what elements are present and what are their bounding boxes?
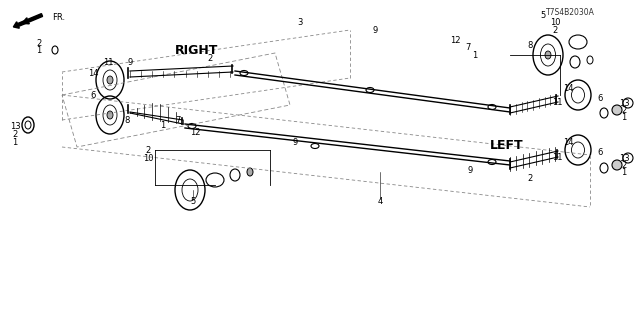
Ellipse shape [107, 111, 113, 119]
Text: 9: 9 [292, 138, 298, 147]
Text: 14: 14 [563, 84, 573, 92]
Text: 5: 5 [190, 197, 196, 206]
Text: 9: 9 [467, 165, 472, 174]
Text: 14: 14 [88, 68, 99, 77]
Text: 2: 2 [552, 26, 557, 35]
Circle shape [612, 160, 622, 170]
Text: 7: 7 [175, 116, 180, 124]
Text: RIGHT: RIGHT [175, 44, 218, 57]
Text: 2: 2 [36, 38, 42, 47]
Text: 11: 11 [552, 153, 563, 162]
Text: 6: 6 [90, 91, 96, 100]
Text: 1: 1 [621, 167, 627, 177]
Ellipse shape [545, 51, 551, 59]
Ellipse shape [107, 76, 113, 84]
Ellipse shape [247, 168, 253, 176]
Text: 3: 3 [298, 18, 303, 27]
Text: 8: 8 [125, 116, 130, 124]
Text: 2: 2 [527, 173, 532, 182]
Text: 1: 1 [161, 121, 166, 130]
FancyArrow shape [13, 14, 43, 28]
Text: 11: 11 [103, 58, 113, 67]
Text: 10: 10 [550, 18, 560, 27]
Text: LEFT: LEFT [490, 139, 524, 151]
Text: 1: 1 [472, 51, 477, 60]
Text: 2: 2 [207, 53, 212, 62]
Text: 1: 1 [621, 113, 627, 122]
Text: 1: 1 [36, 45, 42, 54]
Text: 13: 13 [619, 154, 629, 163]
Text: 12: 12 [189, 127, 200, 137]
Text: 1: 1 [12, 138, 18, 147]
Text: 2: 2 [12, 130, 18, 139]
Text: 2: 2 [621, 161, 627, 170]
Text: 4: 4 [378, 197, 383, 206]
Text: 9: 9 [372, 26, 378, 35]
Text: T7S4B2030A: T7S4B2030A [546, 7, 595, 17]
Text: 11: 11 [552, 98, 563, 107]
Text: FR.: FR. [52, 12, 65, 21]
Text: 10: 10 [143, 154, 153, 163]
Text: 7: 7 [465, 43, 470, 52]
Circle shape [612, 105, 622, 115]
Text: 9: 9 [127, 58, 132, 67]
Text: 2: 2 [621, 106, 627, 115]
Text: 6: 6 [597, 93, 603, 102]
Text: 8: 8 [527, 41, 532, 50]
Text: 13: 13 [10, 122, 20, 131]
Text: 5: 5 [540, 11, 546, 20]
Text: 14: 14 [563, 138, 573, 147]
Text: 12: 12 [450, 36, 460, 44]
Text: 13: 13 [619, 99, 629, 108]
Text: 6: 6 [597, 148, 603, 156]
Text: 2: 2 [145, 146, 150, 155]
